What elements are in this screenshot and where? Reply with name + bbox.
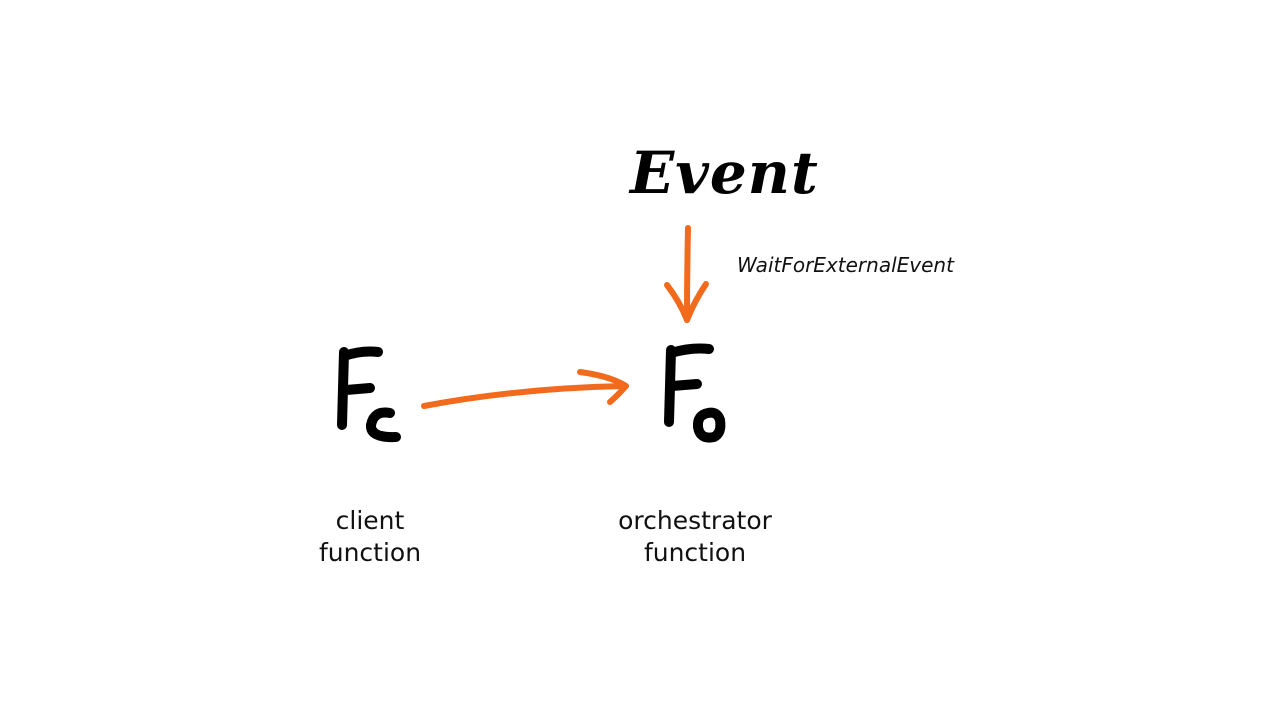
event-label: Event [630, 139, 819, 207]
orchestrator-function-symbol [664, 343, 726, 443]
client-arrow-head [577, 369, 629, 405]
orchestrator-caption-line-1: orchestrator [618, 506, 772, 535]
client-f-glyph [337, 346, 383, 430]
event-to-orchestrator-arrow [664, 225, 709, 323]
wait-for-external-event-label: WaitForExternalEvent [737, 253, 954, 277]
client-function-symbol [337, 346, 401, 443]
event-arrow-shaft [684, 225, 691, 323]
client-c-subscript [366, 407, 401, 443]
client-caption-line-1: client [335, 506, 405, 535]
orchestrator-f-glyph [664, 343, 714, 427]
event-arrow-head [664, 281, 709, 323]
client-function-caption: client function [290, 505, 450, 569]
orchestrator-o-subscript [692, 407, 726, 443]
client-caption-line-2: function [318, 538, 422, 567]
client-arrow-shaft [421, 383, 628, 409]
orchestrator-caption-line-2: function [643, 538, 747, 567]
orchestrator-function-caption: orchestrator function [590, 505, 800, 569]
client-to-orchestrator-arrow [421, 369, 629, 409]
